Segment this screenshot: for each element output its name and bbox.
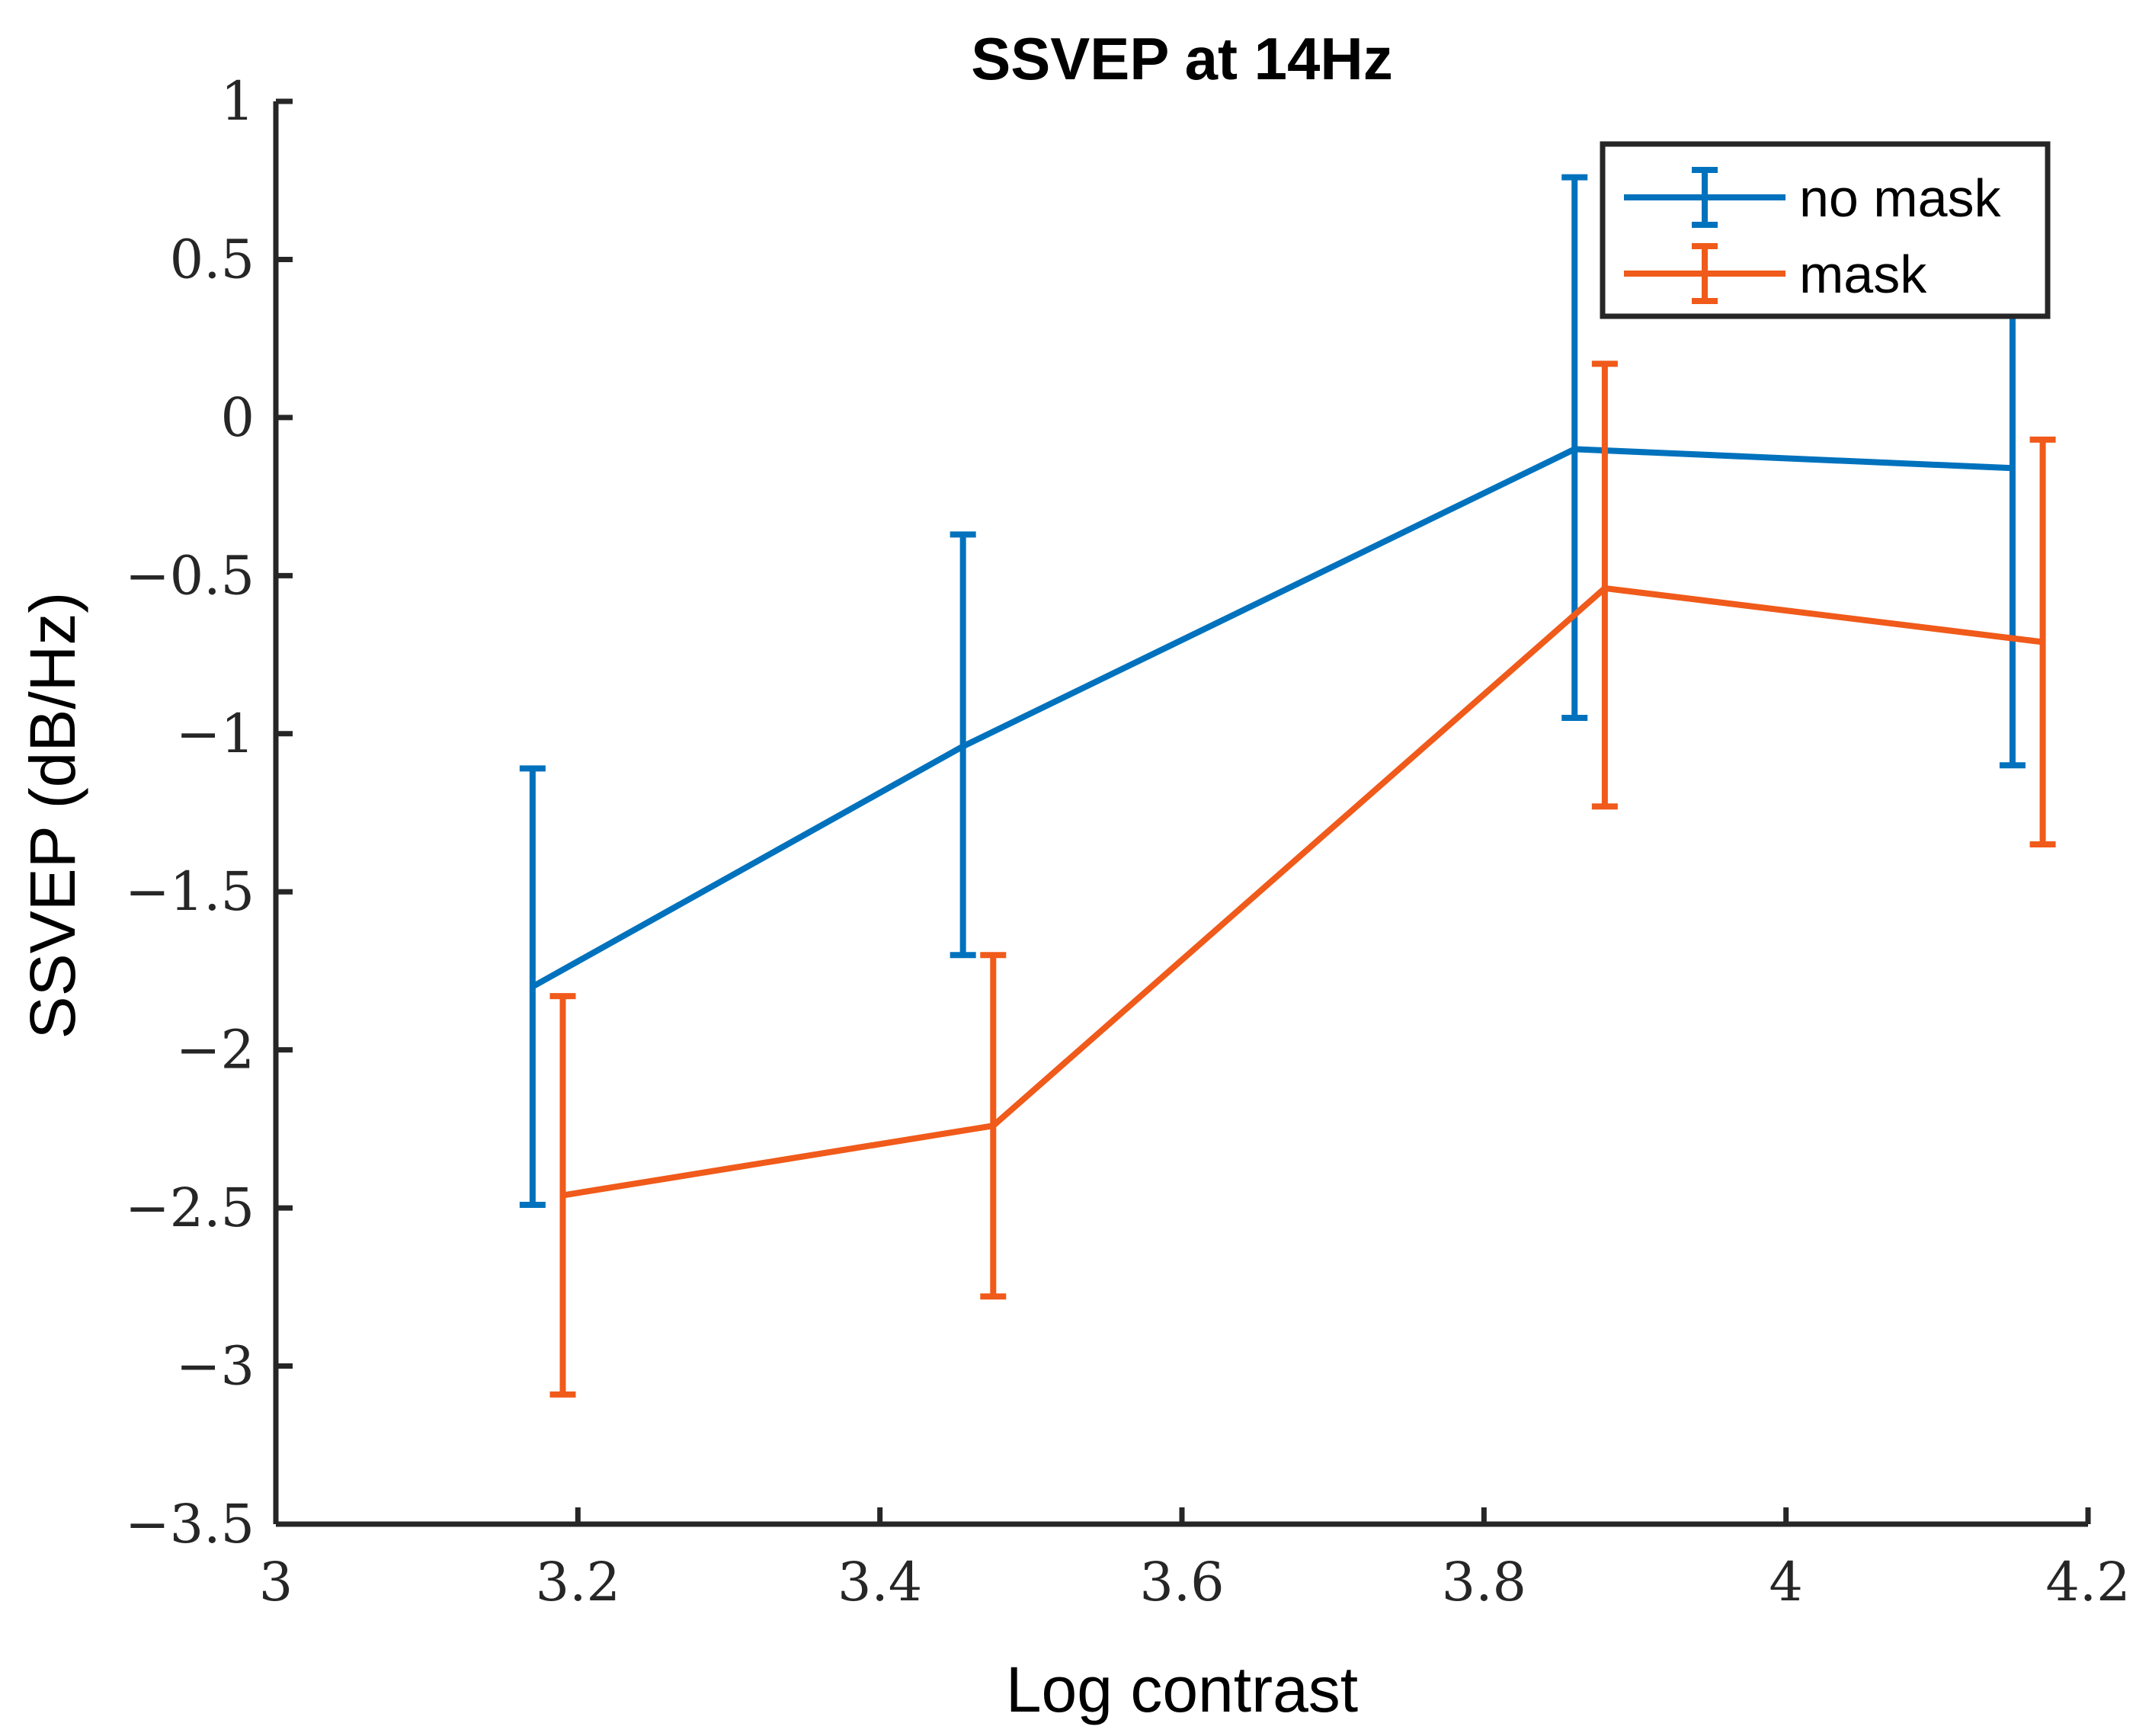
x-tick-label: 3.2 bbox=[536, 1551, 620, 1613]
error-bar bbox=[1561, 174, 1588, 722]
x-tick-label: 3.8 bbox=[1442, 1551, 1526, 1613]
legend-label: mask bbox=[1799, 245, 1927, 304]
x-ticks: 3 3.2 3.4 3.6 3.8 4 4.2 bbox=[259, 1507, 2131, 1613]
y-tick-label: −1 bbox=[176, 703, 255, 765]
error-bar bbox=[950, 531, 976, 959]
x-tick-label: 4.2 bbox=[2045, 1551, 2130, 1613]
y-tick-label: 1 bbox=[220, 70, 255, 133]
y-tick-label: −2.5 bbox=[125, 1177, 255, 1239]
x-tick-label: 3.6 bbox=[1139, 1551, 1224, 1613]
series-line-no-mask bbox=[530, 446, 2013, 990]
error-bar bbox=[980, 952, 1007, 1300]
y-tick-label: 0.5 bbox=[170, 228, 255, 290]
y-tick-label: −3.5 bbox=[125, 1493, 255, 1555]
y-ticks: 1 0.5 0 −0.5 −1 −1.5 −2 −2.5 −3 −3.5 bbox=[125, 70, 293, 1555]
y-tick-label: −1.5 bbox=[125, 860, 255, 923]
legend-box bbox=[1600, 141, 2051, 319]
plot-area bbox=[519, 174, 2056, 1398]
error-bar bbox=[519, 765, 546, 1208]
y-axis-title: SSVEP (dB/Hz) bbox=[17, 592, 88, 1039]
legend-item: mask bbox=[1624, 243, 1927, 304]
x-tick-label: 3 bbox=[259, 1551, 293, 1613]
y-tick-label: −3 bbox=[176, 1335, 255, 1398]
series-no-mask bbox=[519, 174, 2026, 1208]
y-tick-label: −0.5 bbox=[125, 544, 255, 607]
series-mask bbox=[549, 360, 2056, 1398]
error-bar bbox=[549, 993, 576, 1398]
x-axis-title: Log contrast bbox=[1006, 1654, 1358, 1725]
x-tick-label: 4 bbox=[1769, 1551, 1803, 1613]
error-bar bbox=[2029, 436, 2056, 847]
legend: no mask mask bbox=[1600, 141, 2051, 319]
series-line-mask bbox=[562, 585, 2044, 1199]
chart-title: SSVEP at 14Hz bbox=[971, 25, 1393, 92]
legend-item: no mask bbox=[1624, 167, 2002, 228]
x-tick-label: 3.4 bbox=[838, 1551, 922, 1613]
legend-label: no mask bbox=[1799, 168, 2002, 228]
y-tick-label: 0 bbox=[220, 386, 255, 449]
error-bar bbox=[1591, 360, 1618, 810]
y-tick-label: −2 bbox=[176, 1019, 255, 1081]
